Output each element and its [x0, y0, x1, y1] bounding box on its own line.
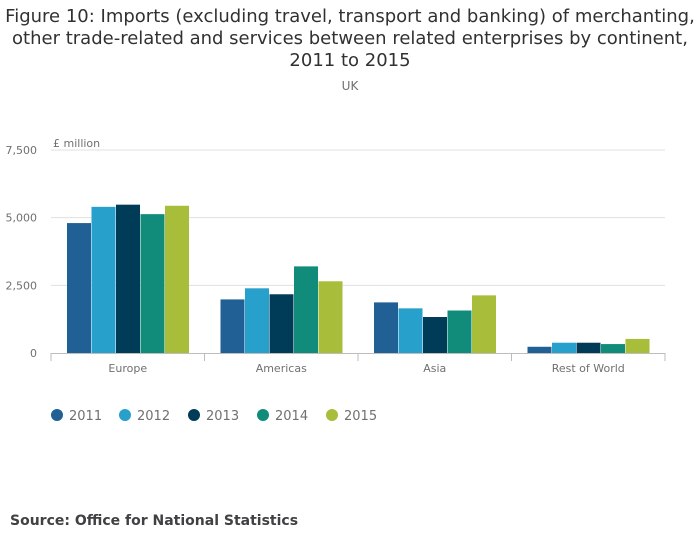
- bar: [91, 206, 116, 353]
- bar: [398, 308, 423, 353]
- bar: [67, 223, 91, 353]
- y-axis-label: £ million: [53, 137, 100, 150]
- chart-title-line-3: 2011 to 2015: [289, 50, 411, 71]
- bar: [294, 266, 318, 353]
- bar: [318, 281, 343, 353]
- x-tick-label: Europe: [108, 362, 147, 375]
- bar: [601, 344, 625, 353]
- bar: [269, 294, 294, 353]
- legend-marker: [51, 409, 63, 421]
- bar: [165, 205, 189, 353]
- y-tick-label: 7,500: [6, 144, 38, 157]
- legend-label: 2014: [275, 409, 308, 424]
- y-tick-label: 0: [30, 347, 37, 360]
- bar: [374, 302, 398, 353]
- legend-label: 2011: [69, 409, 102, 424]
- bar: [447, 310, 472, 353]
- bar: [552, 342, 576, 353]
- bar: [472, 295, 496, 353]
- legend-marker: [326, 409, 338, 421]
- chart-title: Figure 10: Imports (excluding travel, tr…: [0, 6, 700, 72]
- bar: [625, 338, 650, 353]
- legend-marker: [188, 409, 200, 421]
- bar: [116, 204, 140, 353]
- bar: [423, 317, 447, 353]
- chart-subtitle: UK: [341, 79, 359, 93]
- legend-label: 2013: [206, 409, 239, 424]
- y-tick-label: 2,500: [6, 279, 38, 292]
- y-tick-label: 5,000: [6, 212, 38, 225]
- x-tick-label: Americas: [256, 362, 307, 375]
- legend-marker: [119, 409, 131, 421]
- bar: [140, 214, 165, 353]
- bar: [576, 342, 601, 353]
- legend-label: 2015: [344, 409, 377, 424]
- legend-marker: [257, 409, 269, 421]
- chart-title-line-1: Figure 10: Imports (excluding travel, tr…: [5, 6, 695, 27]
- bar: [527, 346, 552, 353]
- bar: [220, 299, 245, 353]
- source-note: Source: Office for National Statistics: [10, 513, 299, 529]
- bar: [245, 288, 269, 353]
- x-tick-label: Asia: [423, 362, 446, 375]
- chart-title-line-2: other trade-related and services between…: [12, 28, 688, 49]
- x-tick-label: Rest of World: [552, 362, 625, 375]
- legend-label: 2012: [137, 409, 170, 424]
